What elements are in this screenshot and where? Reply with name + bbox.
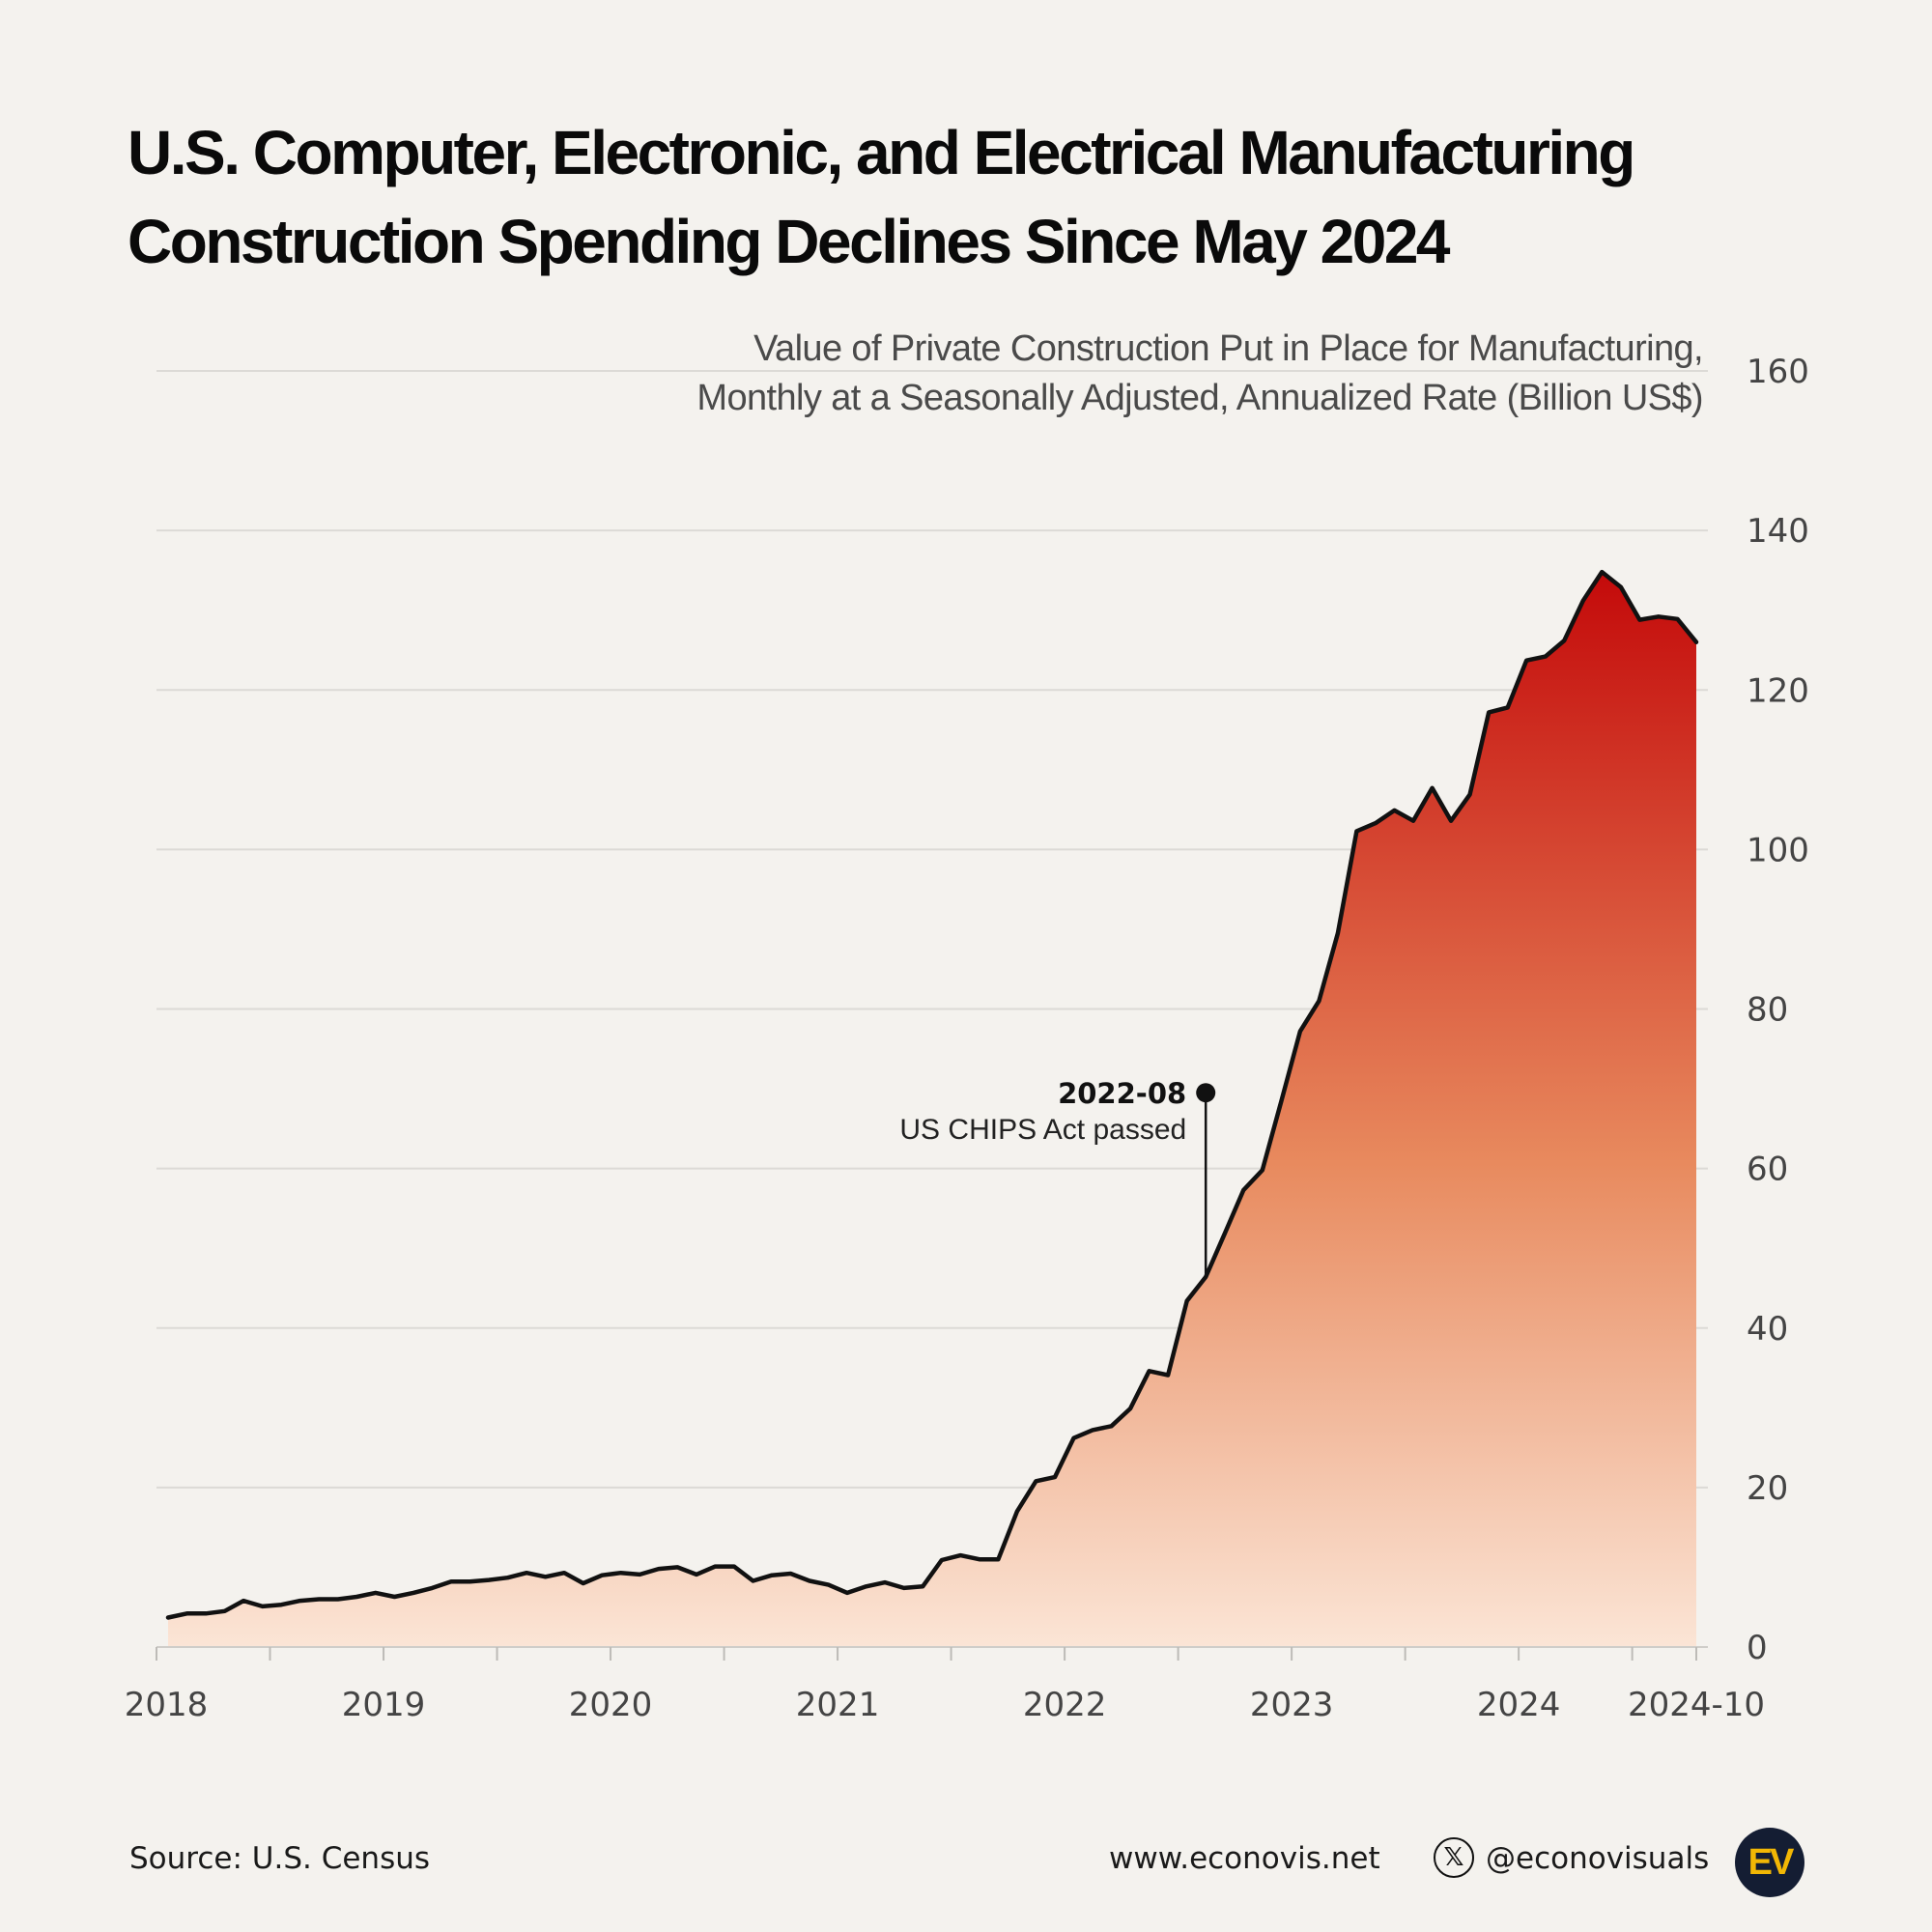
chart-title-line-1: U.S. Computer, Electronic, and Electrica… <box>128 118 1635 187</box>
annotation-date-label: 2022-08 <box>1058 1077 1186 1110</box>
annotation-text: US CHIPS Act passed <box>899 1114 1186 1146</box>
x-axis-ticks: 2018 2019 2020 2021 2022 2023 2024 2024-10 <box>125 1647 1765 1724</box>
x-tick-label: 2021 <box>796 1686 880 1724</box>
brand-logo: EV <box>1735 1828 1804 1897</box>
y-tick-label: 0 <box>1747 1629 1768 1667</box>
y-tick-label: 140 <box>1747 512 1809 551</box>
y-tick-label: 60 <box>1747 1151 1788 1189</box>
chart-title: U.S. Computer, Electronic, and Electrica… <box>128 108 1770 286</box>
x-logo-icon[interactable]: 𝕏 <box>1434 1837 1474 1878</box>
chart-subtitle-line-1: Value of Private Construction Put in Pla… <box>753 328 1703 369</box>
chips-act-annotation: 2022-08 US CHIPS Act passed <box>899 1077 1216 1277</box>
x-tick-label: 2024 <box>1477 1686 1561 1724</box>
y-axis-ticks: 0 20 40 60 80 100 120 140 160 <box>1747 353 1809 1667</box>
y-tick-label: 40 <box>1747 1310 1788 1349</box>
y-tick-label: 100 <box>1747 831 1809 869</box>
website-link[interactable]: www.econovis.net <box>1109 1841 1380 1876</box>
annotation-marker <box>1196 1083 1216 1103</box>
area-fill <box>168 572 1696 1647</box>
y-tick-label: 160 <box>1747 353 1809 391</box>
x-tick-label: 2019 <box>342 1686 426 1724</box>
x-tick-label: 2020 <box>569 1686 653 1724</box>
y-tick-label: 20 <box>1747 1469 1788 1508</box>
social-handle-link[interactable]: @econovisuals <box>1486 1841 1710 1876</box>
x-tick-label: 2024-10 <box>1628 1686 1765 1724</box>
x-tick-label: 2018 <box>125 1686 209 1724</box>
series-line <box>165 569 1699 1620</box>
chart-subtitle-line-2: Monthly at a Seasonally Adjusted, Annual… <box>696 378 1703 418</box>
x-tick-label: 2023 <box>1250 1686 1334 1724</box>
source-label: Source: U.S. Census <box>129 1841 431 1876</box>
x-tick-label: 2022 <box>1023 1686 1107 1724</box>
chart-title-line-2: Construction Spending Declines Since May… <box>128 207 1451 276</box>
y-tick-label: 120 <box>1747 671 1809 710</box>
y-tick-label: 80 <box>1747 991 1788 1030</box>
